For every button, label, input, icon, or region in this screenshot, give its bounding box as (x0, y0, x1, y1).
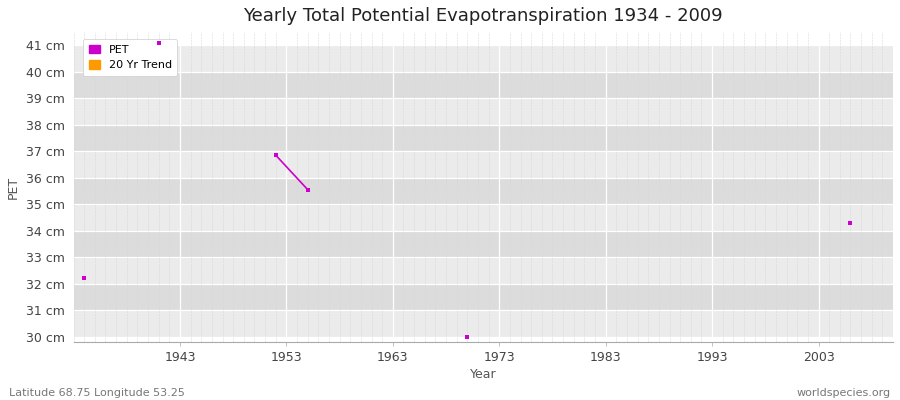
Bar (74, 310, 893, 336)
Point (268, 152, 283, 158)
Point (77, 275, 92, 282)
Point (301, 186, 315, 193)
Text: worldspecies.org: worldspecies.org (796, 388, 891, 398)
Legend: PET, 20 Yr Trend: PET, 20 Yr Trend (83, 39, 177, 76)
Bar (74, 257, 893, 284)
Y-axis label: PET: PET (7, 175, 20, 198)
Point (151, 40, 166, 46)
Bar (74, 45, 893, 72)
Bar (74, 125, 893, 151)
Bar (74, 72, 893, 98)
Bar (74, 98, 893, 125)
Bar (74, 204, 893, 231)
Bar (74, 284, 893, 310)
Bar (74, 231, 893, 257)
X-axis label: Year: Year (470, 368, 497, 381)
Title: Yearly Total Potential Evapotranspiration 1934 - 2009: Yearly Total Potential Evapotranspiratio… (244, 7, 723, 25)
Bar (74, 178, 893, 204)
Bar (74, 151, 893, 178)
Point (843, 220, 858, 226)
Point (460, 333, 474, 340)
Text: Latitude 68.75 Longitude 53.25: Latitude 68.75 Longitude 53.25 (9, 388, 184, 398)
